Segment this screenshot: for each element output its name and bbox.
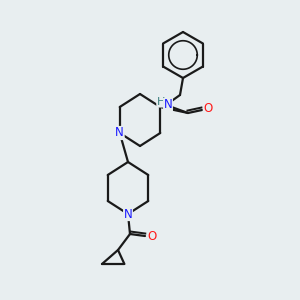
Text: N: N [124,208,132,220]
Text: N: N [164,98,172,112]
Text: H: H [157,97,165,107]
Text: O: O [203,103,213,116]
Text: N: N [116,127,124,140]
Text: O: O [147,230,157,242]
